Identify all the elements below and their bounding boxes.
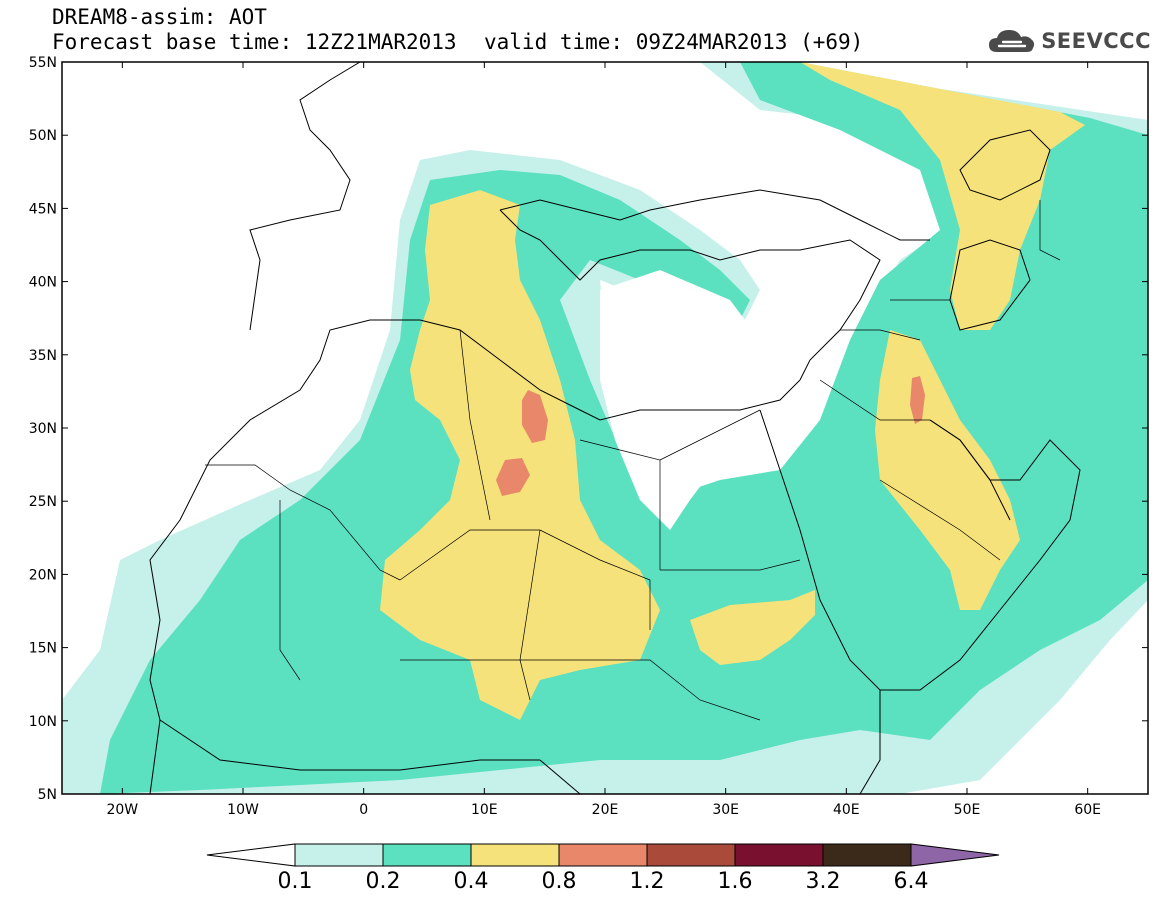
colorbar-swatch [646, 843, 736, 867]
longitude-axis: 20W 10W 0 10E 20E 30E 40E 50E 60E [106, 62, 1101, 818]
colorbar-label: 1.6 [718, 869, 753, 894]
lon-label: 50E [954, 802, 981, 818]
aot-contour-0.2 [100, 62, 1148, 794]
lon-label: 10W [227, 802, 259, 818]
aot-fields [62, 62, 1148, 794]
aot-contour-0.8-iraq [910, 376, 925, 424]
colorbar-swatch [470, 843, 560, 867]
coastlines [149, 62, 1081, 794]
borders [205, 200, 1061, 721]
colorbar-label: 3.2 [806, 869, 841, 894]
colorbar-label: 0.4 [454, 869, 489, 894]
aot-low-region-east-med [600, 270, 760, 530]
lat-label: 25N [29, 494, 57, 510]
colorbar-label: 0.2 [366, 869, 401, 894]
lat-label: 10N [29, 714, 57, 730]
lat-label: 50N [29, 128, 57, 144]
colorbar-label: 0.8 [542, 869, 577, 894]
lat-label: 30N [29, 421, 57, 437]
lat-label: 55N [29, 55, 57, 71]
lon-label: 30E [712, 802, 739, 818]
lat-label: 40N [29, 275, 57, 291]
lon-label: 10E [471, 802, 498, 818]
colorbar-swatch [734, 843, 824, 867]
lat-label: 5N [38, 787, 57, 803]
aot-contour-0.4-sudan [690, 590, 815, 665]
aot-contour-0.8-libya-north [522, 390, 548, 443]
lat-label: 35N [29, 348, 57, 364]
forecast-base-time: Forecast base time: 12Z21MAR2013 [52, 30, 457, 54]
lat-label: 15N [29, 641, 57, 657]
map-title: DREAM8-assim: AOT [52, 5, 267, 29]
lon-label: 0 [359, 802, 368, 818]
colorbar: 0.1 0.2 0.4 0.8 1.2 1.6 3.2 6.4 [206, 843, 1000, 894]
aot-contour-0.4-sahara [380, 190, 660, 720]
logo-text: SEEVCCC [1041, 29, 1151, 53]
lon-label: 20W [106, 802, 138, 818]
aot-contour-0.8-libya-south [496, 458, 530, 496]
lat-label: 20N [29, 567, 57, 583]
aot-low-region-west-sahara [200, 465, 290, 520]
colorbar-swatch [382, 843, 472, 867]
colorbar-over-arrow [910, 843, 1000, 867]
lat-label: 45N [29, 201, 57, 217]
colorbar-label: 1.2 [630, 869, 665, 894]
colorbar-swatch [558, 843, 648, 867]
valid-time: valid time: 09Z24MAR2013 (+69) [484, 30, 864, 54]
colorbar-label: 0.1 [278, 869, 313, 894]
colorbar-under-arrow [206, 843, 296, 867]
lon-label: 40E [833, 802, 860, 818]
cloud-logo-icon [989, 30, 1035, 52]
seevccc-logo: SEEVCCC [987, 26, 1151, 56]
colorbar-swatch [822, 843, 912, 867]
latitude-axis: 55N 50N 45N 40N 35N 30N 25N 20N 15N 10N 5N [29, 55, 1148, 803]
aot-contour-0.4-caspian [800, 62, 1085, 330]
colorbar-label: 6.4 [894, 869, 929, 894]
colorbar-swatch [294, 843, 384, 867]
lon-label: 60E [1074, 802, 1101, 818]
lon-label: 20E [592, 802, 619, 818]
